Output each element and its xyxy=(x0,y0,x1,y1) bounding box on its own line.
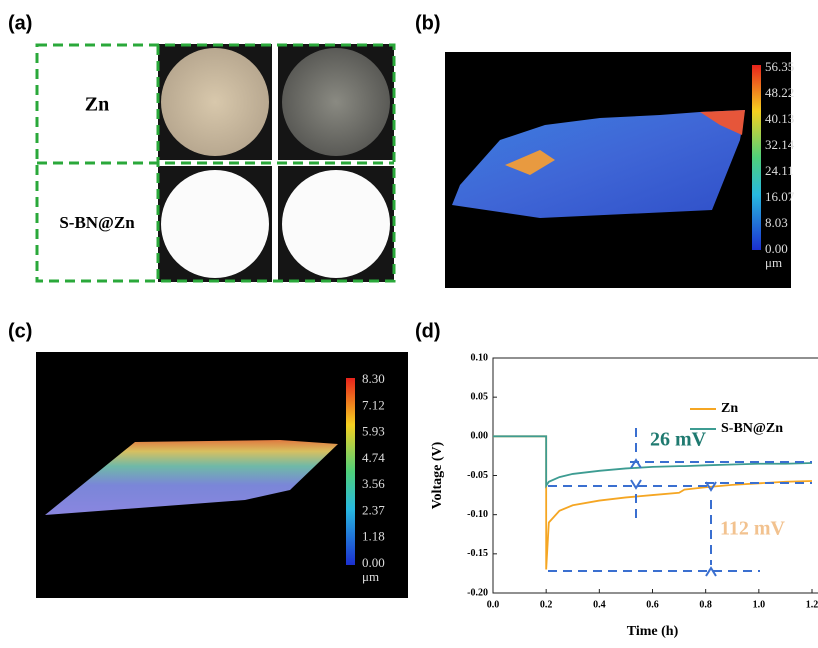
plot-frame xyxy=(492,357,818,594)
disc xyxy=(282,48,390,156)
annotation: 26 mV xyxy=(650,429,707,451)
row-label: Zn xyxy=(85,94,109,116)
colorbar-tick-label: 3.56 xyxy=(362,476,385,491)
y-tick-label: -0.15 xyxy=(467,548,488,559)
arrow-head xyxy=(630,458,642,469)
y-tick-label: -0.05 xyxy=(467,470,488,481)
disc xyxy=(282,170,390,278)
x-tick-label: 0.6 xyxy=(646,599,659,610)
x-tick-label: 0.0 xyxy=(487,599,500,610)
x-tick-label: 0.8 xyxy=(699,599,712,610)
annotation: 112 mV xyxy=(720,518,786,540)
series-line xyxy=(493,435,813,570)
legend-label: Zn xyxy=(721,401,738,416)
y-tick-label: -0.20 xyxy=(467,587,488,598)
colorbar-tick-label: 4.74 xyxy=(362,450,385,465)
colorbar-tick-label: 40.13 xyxy=(765,111,794,126)
y-tick-label: 0.10 xyxy=(471,352,489,363)
annotation-guides xyxy=(548,428,812,577)
frame xyxy=(35,43,396,283)
colorbar-tick-label: 56.35 xyxy=(765,59,794,74)
colorbar-tick-label: 0.00 xyxy=(765,241,788,256)
x-tick-label: 1.2 xyxy=(806,599,818,610)
photo-grid xyxy=(35,43,396,283)
arrow-head xyxy=(705,481,717,492)
colorbar-unit: μm xyxy=(362,569,379,584)
colorbar-tick-label: 32.14 xyxy=(765,137,795,152)
y-tick-label: -0.10 xyxy=(467,509,488,520)
series-line xyxy=(493,435,813,489)
x-axis-label: Time (h) xyxy=(627,624,679,639)
x-tick-label: 0.4 xyxy=(593,599,606,610)
colorbar-tick-label: 7.12 xyxy=(362,397,385,412)
disc xyxy=(161,48,269,156)
colorbar-tick-label: 0.00 xyxy=(362,555,385,570)
y-axis-label: Voltage (V) xyxy=(430,441,445,509)
colorbar-tick-label: 2.37 xyxy=(362,502,385,517)
colorbar-tick-label: 48.22 xyxy=(765,85,794,100)
colorbar-tick-label: 1.18 xyxy=(362,529,385,544)
colorbar-tick-label: 8.03 xyxy=(765,215,788,230)
panel-label: (d) xyxy=(415,320,441,342)
y-tick-label: 0.05 xyxy=(471,391,489,402)
arrow-head xyxy=(705,566,717,577)
surface xyxy=(452,110,745,218)
panel-label: (a) xyxy=(8,12,32,34)
colorbar-tick-label: 8.30 xyxy=(362,371,385,386)
surface-peak xyxy=(700,110,745,135)
x-tick-label: 1.0 xyxy=(753,599,766,610)
panel-label: (b) xyxy=(415,12,441,34)
panel-label: (c) xyxy=(8,320,32,342)
arrow-head xyxy=(630,479,642,490)
colorbar-unit: μm xyxy=(765,255,782,270)
colorbar-tick-label: 24.11 xyxy=(765,163,794,178)
colorbar-tick-label: 16.07 xyxy=(765,189,795,204)
colorbar xyxy=(752,65,761,250)
surface-peak xyxy=(505,150,555,175)
colorbar xyxy=(346,378,355,565)
disc xyxy=(161,170,269,278)
legend-label: S-BN@Zn xyxy=(721,421,783,436)
row-label: S-BN@Zn xyxy=(59,213,135,232)
y-tick-label: 0.00 xyxy=(471,431,489,442)
colorbar-tick-label: 5.93 xyxy=(362,424,385,439)
surface xyxy=(45,440,338,515)
x-tick-label: 0.2 xyxy=(540,599,553,610)
